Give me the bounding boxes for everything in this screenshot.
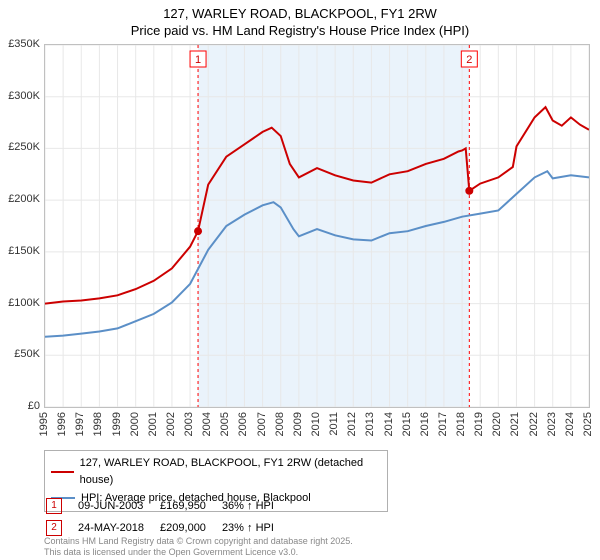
marker-date: 24-MAY-2018 <box>78 518 158 538</box>
x-tick-label: 2023 <box>546 412 558 436</box>
marker-number-box: 2 <box>46 520 62 536</box>
x-tick-label: 2015 <box>401 412 413 436</box>
x-tick-label: 2012 <box>346 412 358 436</box>
y-tick-label: £300K <box>8 90 40 102</box>
x-tick-label: 1996 <box>56 412 68 436</box>
x-tick-label: 2000 <box>129 412 141 436</box>
x-tick-label: 2024 <box>564 412 576 436</box>
y-axis-labels: £0£50K£100K£150K£200K£250K£300K£350K <box>0 44 42 406</box>
x-tick-label: 2022 <box>528 412 540 436</box>
marker-delta: 23% ↑ HPI <box>222 518 288 538</box>
marker-price: £209,000 <box>160 518 220 538</box>
chart-svg: 12 <box>45 45 589 407</box>
chart-title-block: 127, WARLEY ROAD, BLACKPOOL, FY1 2RW Pri… <box>0 0 600 40</box>
x-tick-label: 2004 <box>201 412 213 436</box>
marker-row: 1 09-JUN-2003£169,95036% ↑ HPI <box>46 496 288 516</box>
x-tick-label: 2010 <box>310 412 322 436</box>
y-tick-label: £150K <box>8 245 40 257</box>
title-line-1: 127, WARLEY ROAD, BLACKPOOL, FY1 2RW <box>0 6 600 23</box>
sale-markers-table: 1 09-JUN-2003£169,95036% ↑ HPI 2 24-MAY-201… <box>44 494 290 540</box>
x-tick-label: 2011 <box>328 412 340 436</box>
x-tick-label: 2014 <box>383 412 395 436</box>
marker-date: 09-JUN-2003 <box>78 496 158 516</box>
chart-plot-area: 12 <box>44 44 590 408</box>
x-tick-label: 2002 <box>165 412 177 436</box>
y-tick-label: £0 <box>28 400 40 412</box>
footnote: Contains HM Land Registry data © Crown c… <box>44 536 353 558</box>
x-tick-label: 2009 <box>292 412 304 436</box>
x-tick-label: 1995 <box>38 412 50 436</box>
y-tick-label: £100K <box>8 297 40 309</box>
footnote-line-1: Contains HM Land Registry data © Crown c… <box>44 536 353 547</box>
x-tick-label: 1999 <box>111 412 123 436</box>
x-tick-label: 2006 <box>237 412 249 436</box>
y-tick-label: £200K <box>8 193 40 205</box>
y-tick-label: £50K <box>14 348 40 360</box>
marker-row: 2 24-MAY-2018£209,00023% ↑ HPI <box>46 518 288 538</box>
x-tick-label: 2005 <box>219 412 231 436</box>
marker-price: £169,950 <box>160 496 220 516</box>
x-axis-labels: 1995199619971998199920002001200220032004… <box>44 408 588 448</box>
x-tick-label: 2021 <box>509 412 521 436</box>
legend-label-property: 127, WARLEY ROAD, BLACKPOOL, FY1 2RW (de… <box>80 455 381 488</box>
x-tick-label: 2008 <box>274 412 286 436</box>
x-tick-label: 2007 <box>256 412 268 436</box>
x-tick-label: 1997 <box>74 412 86 436</box>
title-line-2: Price paid vs. HM Land Registry's House … <box>0 23 600 40</box>
x-tick-label: 2018 <box>455 412 467 436</box>
legend-row-property: 127, WARLEY ROAD, BLACKPOOL, FY1 2RW (de… <box>51 455 381 488</box>
footnote-line-2: This data is licensed under the Open Gov… <box>44 547 353 558</box>
marker-delta: 36% ↑ HPI <box>222 496 288 516</box>
x-tick-label: 2019 <box>473 412 485 436</box>
x-tick-label: 2020 <box>491 412 503 436</box>
x-tick-label: 1998 <box>92 412 104 436</box>
y-tick-label: £250K <box>8 141 40 153</box>
y-tick-label: £350K <box>8 38 40 50</box>
x-tick-label: 2016 <box>419 412 431 436</box>
x-tick-label: 2013 <box>364 412 376 436</box>
legend-swatch-property <box>51 471 74 473</box>
x-tick-label: 2001 <box>147 412 159 436</box>
svg-text:1: 1 <box>195 54 201 66</box>
x-tick-label: 2003 <box>183 412 195 436</box>
x-tick-label: 2017 <box>437 412 449 436</box>
marker-number-box: 1 <box>46 498 62 514</box>
svg-text:2: 2 <box>466 54 472 66</box>
x-tick-label: 2025 <box>582 412 594 436</box>
